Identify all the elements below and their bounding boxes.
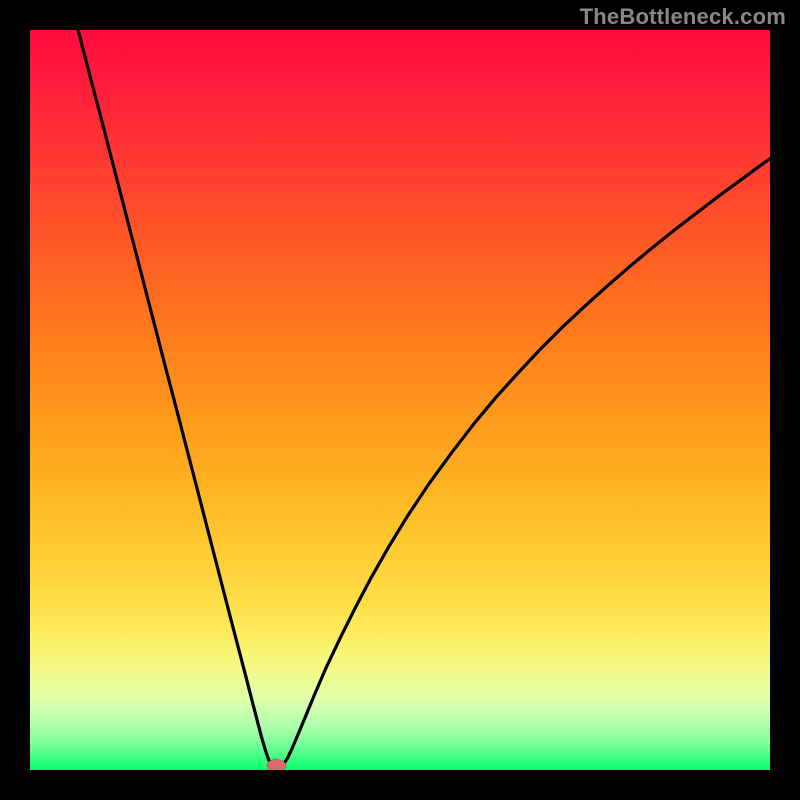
chart-frame: TheBottleneck.com [0, 0, 800, 800]
background-rect [30, 30, 770, 770]
min-marker [267, 759, 286, 770]
plot-area [30, 30, 770, 770]
chart-svg [30, 30, 770, 770]
watermark-text: TheBottleneck.com [580, 4, 786, 30]
